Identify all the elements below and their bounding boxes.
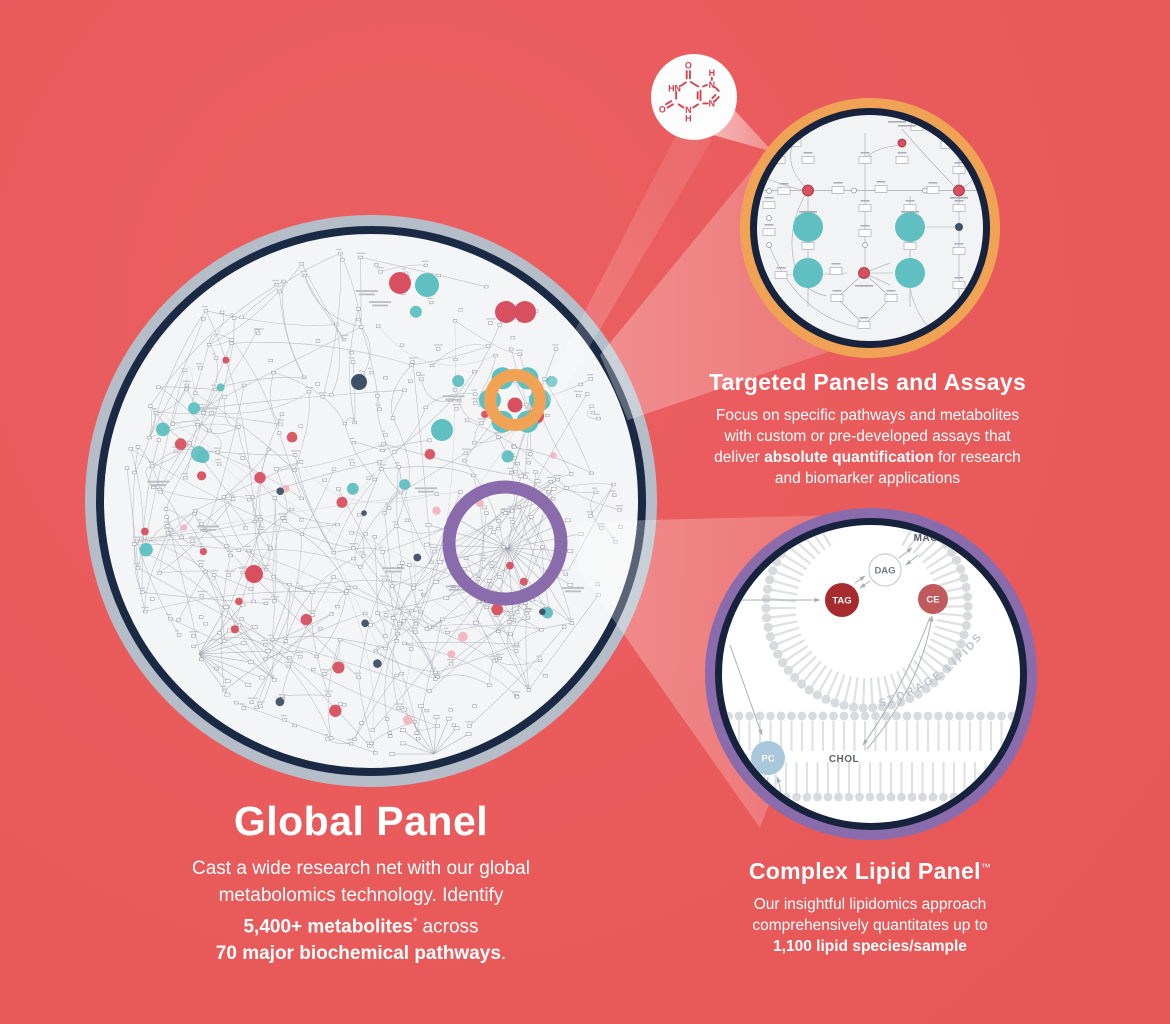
text-line: across [417, 916, 479, 938]
targeted-panel-title: Targeted Panels and Assays [708, 369, 1027, 395]
molecule-bonds [665, 70, 720, 109]
svg-text:H: H [709, 68, 715, 78]
lipid-panel-title-text: Complex Lipid Panel [748, 858, 981, 884]
tag-label: TAG [832, 596, 851, 607]
svg-text:H: H [685, 113, 691, 123]
pathway-count: 70 major biochemical pathways [215, 943, 501, 965]
mag-label: MAG [914, 533, 939, 544]
text-line: and biomarker applications [774, 470, 961, 487]
dag-label: DAG [874, 566, 895, 577]
lipid-membrane-diagram: DAG TAG CE PC MAG CHOL STORAGE LIPIDS [722, 525, 1020, 821]
svg-text:N: N [709, 80, 715, 90]
targeted-panel-description: Focus on specific pathways and metabolit… [645, 405, 1090, 489]
targeted-panel-circle [750, 108, 990, 348]
global-pathway-network [124, 248, 623, 756]
global-panel-circle [96, 226, 646, 776]
text-line: Cast a wide research net with our global [192, 858, 530, 879]
lipid-panel-description: Our insightful lipidomics approach compr… [660, 894, 1080, 957]
text-line: . [500, 943, 507, 965]
metabolite-count: 5,400+ metabolites [243, 916, 413, 938]
lipid-species-count: 1,100 lipid species/sample [773, 938, 967, 955]
footnote-asterisk: * [412, 916, 418, 928]
svg-text:HN: HN [668, 83, 681, 93]
svg-text:N: N [685, 105, 691, 115]
text-line: Our insightful lipidomics approach [753, 896, 987, 913]
global-panel-title: Global Panel [233, 798, 489, 844]
text-line: metabolomics technology. Identify [218, 885, 504, 906]
global-panel-description: Cast a wide research net with our global… [91, 855, 631, 967]
targeted-pathway-detail [757, 119, 983, 340]
molecule-atom-labels: O HN O N H N H N [659, 61, 715, 124]
lipid-panel-title: Complex Lipid Panel™ [660, 858, 1080, 885]
chol-label: CHOL [829, 754, 859, 765]
text-line: for research [933, 449, 1021, 466]
molecule-callout-circle: O HN O N H N H N [651, 54, 737, 140]
svg-text:O: O [685, 61, 692, 71]
svg-text:O: O [659, 104, 666, 114]
quantification-highlight: absolute quantification [764, 449, 934, 466]
ce-label: CE [926, 595, 939, 606]
text-line: Focus on specific pathways and metabolit… [715, 407, 1020, 424]
lipid-panel-circle: DAG TAG CE PC MAG CHOL STORAGE LIPIDS [715, 518, 1027, 830]
ce-node [918, 584, 948, 614]
svg-text:N: N [709, 99, 715, 109]
text-line: deliver [714, 449, 765, 466]
global-panel-caption: Global Panel Cast a wide research net wi… [91, 798, 631, 967]
trademark-symbol: ™ [980, 862, 992, 874]
pc-label: PC [761, 754, 774, 765]
text-line: comprehensively quantitates up to [752, 917, 988, 934]
storage-lipids-label: STORAGE LIPIDS [877, 630, 985, 710]
text-line: with custom or pre-developed assays that [724, 428, 1011, 445]
lipid-panel-caption: Complex Lipid Panel™ Our insightful lipi… [660, 858, 1080, 957]
targeted-panel-caption: Targeted Panels and Assays Focus on spec… [645, 369, 1090, 489]
xanthine-structure-icon: O HN O N H N H N [659, 61, 720, 124]
